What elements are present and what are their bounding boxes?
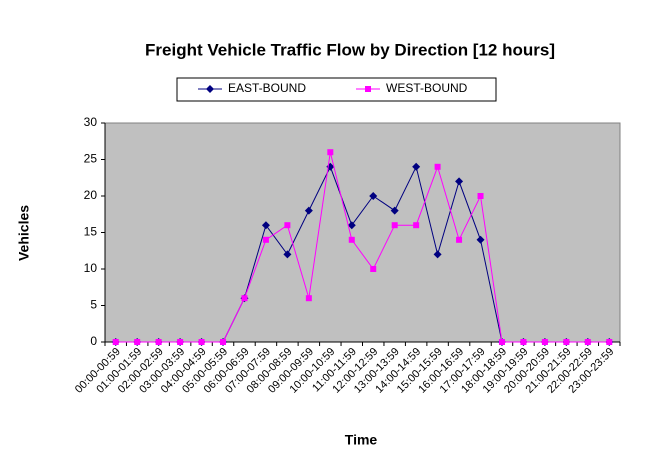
data-point [155,339,162,345]
data-point [262,236,269,243]
y-tick-label: 0 [90,334,97,348]
data-point [434,163,441,170]
data-point [198,339,205,345]
data-point [584,339,591,345]
legend-marker [206,85,214,93]
data-point [220,339,227,345]
data-point [520,339,527,345]
data-point [390,206,399,215]
data-point [391,222,398,229]
data-point [412,162,421,171]
data-point [369,192,378,200]
data-point [134,339,141,345]
data-point [304,206,313,215]
y-tick-label: 30 [84,115,98,129]
legend-box [176,77,497,102]
legend-label: WEST-BOUND [386,81,468,95]
data-point [305,295,312,302]
data-point [563,339,570,345]
data-point [261,221,270,230]
legend-marker [365,86,371,92]
data-point [241,295,248,302]
data-point [370,266,377,272]
data-point [456,236,463,243]
data-point [347,221,356,230]
data-point [498,339,505,345]
series-line [115,152,610,343]
data-point [348,236,355,243]
data-point [606,339,613,345]
data-point [112,339,119,345]
y-tick-label: 10 [84,261,98,275]
data-point [433,250,442,259]
data-point [413,222,420,229]
plot-area [104,122,621,343]
data-point [476,235,485,244]
y-tick-label: 5 [90,298,97,312]
data-point [177,339,184,345]
data-point [283,250,292,259]
data-point [477,193,484,199]
y-tick-label: 20 [84,188,98,202]
data-point [541,339,548,345]
data-point [455,177,464,186]
data-point [284,222,291,229]
data-point [327,149,334,156]
y-tick-label: 25 [84,152,98,166]
x-axis-label: Time [345,432,378,448]
chart-title: Freight Vehicle Traffic Flow by Directio… [145,40,555,59]
y-tick-label: 15 [84,225,98,239]
y-axis-label: Vehicles [16,205,32,261]
legend-label: EAST-BOUND [228,81,306,95]
